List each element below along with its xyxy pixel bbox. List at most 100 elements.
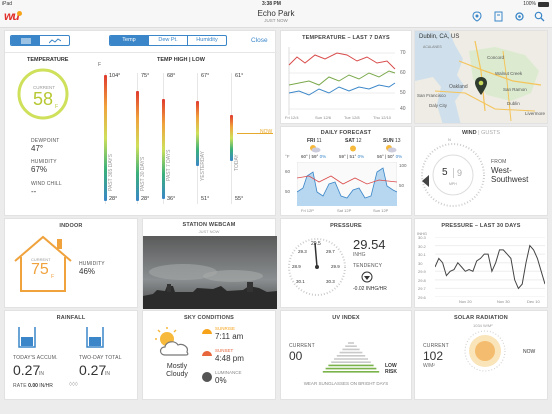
rain-gauge-icon xyxy=(86,327,104,348)
temp7-ytick: 60 xyxy=(400,70,406,76)
map-pin-icon[interactable] xyxy=(474,76,488,96)
app-header: iPad 3:38 PM 100% wu Echo Park JUST NOW xyxy=(0,0,552,28)
tendency-label: TENDENCY xyxy=(353,263,383,269)
sunrise-icon xyxy=(202,329,212,334)
forecast-xtick: Sun 12P xyxy=(373,208,389,213)
map-place: Daly City xyxy=(429,103,448,108)
forecast-unit: °F xyxy=(285,154,290,159)
solar-now: NOW xyxy=(523,349,536,355)
forecast-xtick: Fri 12P xyxy=(301,208,314,213)
wind-panel[interactable]: WIND | GUSTS N 5 9 MPH FROM West-Southwe… xyxy=(414,126,548,216)
forecast-day-date: 13 xyxy=(394,138,401,144)
forecast-precip: 0% xyxy=(395,154,403,159)
forecast-chart xyxy=(297,162,397,206)
forecast-yleft: 50 xyxy=(285,189,291,194)
compass-north: N xyxy=(448,137,451,142)
pressure30-series xyxy=(435,244,545,290)
battery-icon xyxy=(538,2,549,7)
sunny-icon xyxy=(350,145,356,152)
gear-icon[interactable] xyxy=(514,11,525,22)
forecast-lo: 51° xyxy=(349,154,357,159)
rainfall-panel[interactable]: RAINFALL TODAY'S ACCUM. 0.27 IN TWO-DAY … xyxy=(4,310,138,400)
forecast-day-name: SAT xyxy=(345,138,355,144)
hilo-bar xyxy=(230,115,233,161)
pressure30-ytick: 30.2 xyxy=(418,243,426,249)
forecast-day: SUN 13 xyxy=(383,138,401,144)
temp7-ytick: 50 xyxy=(400,90,406,96)
station-subtitle: JUST NOW xyxy=(264,18,288,23)
hilo-low: 28° xyxy=(109,196,118,202)
humidity-label: HUMIDITY xyxy=(31,159,57,165)
solar-unit: W/M² xyxy=(423,363,435,369)
forecast-yright: 50 xyxy=(399,183,405,188)
uv-panel[interactable]: UV INDEX CURRENT 00 LOW RISK WEAR SUNGLA… xyxy=(280,310,412,400)
list-view-button[interactable] xyxy=(11,36,40,45)
solar-gauge xyxy=(464,330,506,372)
pressure30-xtick: Dec 10 xyxy=(527,299,540,304)
close-button[interactable]: Close xyxy=(251,37,268,44)
gauge-tick: 29.9 xyxy=(331,264,340,269)
luminance-label: LUMINANCE xyxy=(215,370,242,375)
hilo-low: 55° xyxy=(235,196,244,202)
forecast-title: DAILY FORECAST xyxy=(320,130,372,136)
hilo-bar xyxy=(196,101,199,166)
forecast-day-name: SUN xyxy=(383,138,394,144)
pressure30-ytick: 30.1 xyxy=(418,252,426,258)
search-icon[interactable] xyxy=(534,11,545,22)
raindrop-icons: ◊◊◊ xyxy=(69,382,78,388)
indoor-panel[interactable]: INDOOR CURRENT 75 F HUMIDITY 46% xyxy=(4,218,138,308)
bookmark-icon[interactable] xyxy=(493,11,504,22)
station-title[interactable]: Echo Park xyxy=(257,9,295,18)
current-temp-unit: F xyxy=(55,104,59,110)
indoor-title: INDOOR xyxy=(59,223,83,229)
forecast-yright: 100 xyxy=(399,163,407,168)
map-place: Oakland xyxy=(449,84,468,90)
pressure-panel[interactable]: PRESSURE 29.5 29.3 29.7 28.9 29.9 30.1 3… xyxy=(280,218,412,308)
rain-two-day-label: TWO-DAY TOTAL xyxy=(79,355,122,361)
segment-temp[interactable]: Temp xyxy=(110,36,149,45)
sunset-label: SUNSET xyxy=(215,348,234,353)
pressure30-panel[interactable]: PRESSURE – LAST 30 DAYS INHG Nov 20 Nov … xyxy=(414,218,548,308)
forecast-hilo: 60° | 59° 0% xyxy=(301,154,327,159)
hilo-high: 61° xyxy=(235,73,244,79)
wu-logo: wu xyxy=(4,9,20,23)
pressure-title: PRESSURE xyxy=(330,223,362,229)
temp7-xtick: Tue 12/8 xyxy=(344,115,360,120)
forecast-lo: 59° xyxy=(311,154,319,159)
hilo-bar xyxy=(136,91,139,201)
metric-segment[interactable]: Temp Dew Pt. Humidity xyxy=(109,35,227,46)
hilo-high: 68° xyxy=(167,73,176,79)
indoor-humidity: 46% xyxy=(79,267,96,276)
dewpoint-label: DEWPOINT xyxy=(31,138,60,144)
segment-dewpt[interactable]: Dew Pt. xyxy=(149,36,188,45)
temperature-title: TEMPERATURE xyxy=(27,57,69,63)
uv-risk: LOW RISK xyxy=(385,363,397,375)
pressure-unit: INHG xyxy=(353,252,366,258)
map-panel[interactable]: Dublin, CA, US ACALANES Concord Walnut C… xyxy=(414,30,548,124)
pressure30-ytick: 30 xyxy=(418,260,423,266)
temp7-panel[interactable]: TEMPERATURE – LAST 7 DAYS 70 60 50 40 Fr… xyxy=(280,30,412,124)
webcam-image[interactable] xyxy=(143,236,277,309)
view-toggle[interactable] xyxy=(10,35,70,46)
line-chart-icon xyxy=(48,37,61,43)
chart-view-button[interactable] xyxy=(40,36,69,45)
current-temp: 58 xyxy=(33,89,54,109)
indoor-humidity-label: HUMIDITY xyxy=(79,261,105,267)
rain-rate: RATE 0.00 IN/HR xyxy=(13,383,53,389)
webcam-title: STATION WEBCAM xyxy=(182,222,236,228)
map-place: Concord xyxy=(487,55,505,60)
webcam-panel[interactable]: STATION WEBCAM JUST NOW xyxy=(142,218,277,309)
sky-panel[interactable]: SKY CONDITIONS Mostly Cloudy SUNRISE 7:1… xyxy=(142,310,276,400)
temp7-ytick: 70 xyxy=(400,50,406,56)
divider xyxy=(5,52,277,53)
hilo-column-label: PAST 7 DAYS xyxy=(166,149,172,181)
forecast-day: SAT 12 xyxy=(345,138,362,144)
segment-humidity[interactable]: Humidity xyxy=(196,37,218,43)
temp7-xtick: Fri 12/4 xyxy=(285,115,299,120)
solar-panel[interactable]: SOLAR RADIATION 1034 W/M² NOW CURRENT 10… xyxy=(414,310,548,400)
indoor-temp: 75 xyxy=(31,261,49,278)
location-pin-icon[interactable] xyxy=(472,11,482,22)
rain-today-label: TODAY'S ACCUM. xyxy=(13,355,58,361)
forecast-panel[interactable]: DAILY FORECAST FRI 11 SAT 12 SUN 13 °F 6… xyxy=(280,126,412,216)
gauge-tick: 30.3 xyxy=(326,279,335,284)
